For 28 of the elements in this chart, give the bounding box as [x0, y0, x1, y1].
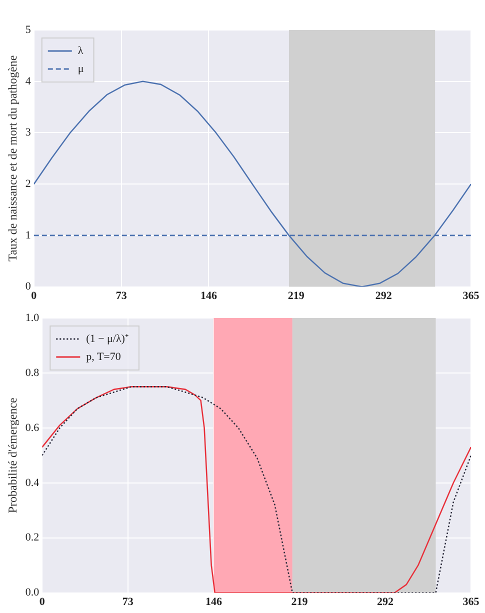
y-tick-label: 4 [25, 75, 32, 88]
y-tick-label: 0.6 [25, 422, 40, 434]
y-axis-title: Taux de naissance et de mort du pathogène [5, 55, 20, 262]
x-tick-label: 365 [462, 596, 480, 608]
y-axis-title: Probabilité d'émergence [5, 398, 20, 514]
x-tick-label: 219 [288, 290, 305, 302]
legend-label: (1 − μ/λ)⁺ [86, 332, 129, 345]
legend-label: p, T=70 [86, 350, 122, 363]
x-tick-label: 73 [122, 596, 134, 608]
y-tick-label: 2 [25, 178, 31, 190]
y-tick-label: 1.0 [25, 312, 40, 324]
y-tick-label: 1 [25, 229, 31, 242]
y-tick-label: 0.4 [25, 476, 40, 489]
x-tick-label: 219 [291, 596, 308, 608]
x-tick-label: 365 [462, 290, 480, 302]
legend-label: λ [78, 44, 84, 57]
y-tick-label: 5 [25, 24, 32, 36]
x-tick-label: 146 [200, 290, 218, 302]
y-tick-label: 0.8 [25, 366, 40, 379]
y-tick-label: 3 [25, 126, 32, 139]
y-tick-label: 0.0 [25, 586, 40, 599]
x-tick-label: 292 [375, 290, 392, 302]
x-tick-label: 146 [205, 596, 222, 608]
y-tick-label: 0 [25, 280, 32, 293]
legend-label: μ [78, 62, 84, 75]
x-tick-label: 292 [376, 596, 394, 608]
x-tick-label: 73 [116, 290, 128, 302]
y-tick-label: 0.2 [25, 532, 40, 544]
